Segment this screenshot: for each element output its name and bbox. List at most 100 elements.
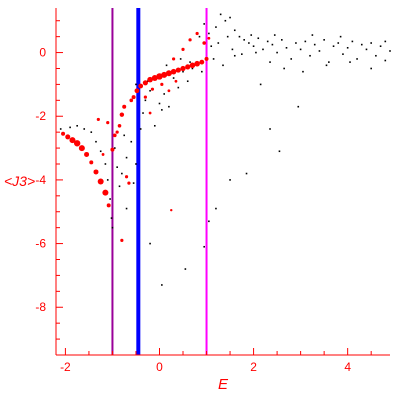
data-point [203,23,205,25]
x-tick-label: 4 [344,360,351,374]
data-point [110,217,113,219]
data-point [283,67,285,70]
vertical-lines [111,8,208,355]
data-point [177,86,180,89]
data-point [370,67,372,70]
data-point [93,169,99,175]
data-point [248,42,250,44]
data-point [304,40,307,43]
data-point [184,268,187,270]
data-point [170,68,177,75]
data-point [339,35,342,38]
data-point [123,134,126,137]
data-point [106,179,109,181]
data-point [212,58,215,60]
data-point [278,150,281,153]
data-point [138,83,144,89]
black-point-series [59,13,391,286]
data-point [84,151,90,157]
data-point [150,87,155,91]
data-point [337,42,340,44]
data-point [135,163,137,165]
data-point [201,70,203,73]
data-point [78,145,85,152]
y-axis-label: <J3> [4,173,35,189]
data-point [349,61,351,63]
data-point [161,284,163,286]
data-point [269,61,271,63]
data-point [238,35,241,38]
data-point [375,54,377,57]
data-point [59,128,62,130]
data-point [255,51,257,54]
data-point [215,26,217,28]
data-point [109,198,111,200]
data-point [122,104,127,109]
data-point [229,179,231,181]
x-tick-label: -2 [60,360,71,374]
data-point [161,71,168,78]
data-point [132,182,135,184]
data-point [229,16,231,19]
data-point [117,123,122,128]
data-point [111,226,114,229]
data-point [210,45,213,48]
data-point [101,153,105,156]
data-point [143,95,147,99]
data-point [245,172,248,175]
data-point [95,140,97,143]
data-point [342,53,344,55]
data-point [203,245,205,248]
data-point [198,35,201,38]
data-point [97,178,104,185]
data-point [290,58,293,60]
data-point [384,40,387,43]
data-point [188,38,192,42]
data-point [370,42,372,44]
data-point [121,172,123,175]
data-point [179,58,182,60]
data-point [273,34,276,36]
data-point [180,65,186,72]
y-tick-label: 0 [39,46,46,60]
data-point [124,175,129,179]
data-point [309,54,311,57]
data-point [89,160,94,165]
data-point [207,36,211,40]
data-point [297,105,300,108]
data-point [217,42,220,44]
data-point [127,181,131,185]
data-point [83,128,86,130]
data-point [325,64,328,67]
data-point [299,48,302,51]
data-point [129,98,134,103]
data-point [332,45,335,48]
data-point [130,140,133,143]
data-point [181,47,185,51]
data-point [118,185,121,188]
data-point [204,56,209,61]
data-point [114,147,116,149]
data-point [116,166,118,168]
data-point [285,46,288,49]
data-point [195,31,199,36]
data-point [182,70,184,73]
data-point [76,124,78,127]
data-point [147,76,153,83]
y-tick-label: -6 [35,237,46,251]
data-point [99,150,102,153]
data-point [144,99,147,102]
data-point [113,133,117,138]
data-point [233,29,236,32]
data-point [384,59,387,62]
data-point [69,137,76,144]
data-point [186,80,189,83]
data-point [241,53,243,55]
data-point [167,89,171,93]
data-point [65,134,71,140]
data-point [191,67,194,70]
data-point [208,220,210,223]
data-point [219,13,222,16]
data-point [356,58,358,60]
